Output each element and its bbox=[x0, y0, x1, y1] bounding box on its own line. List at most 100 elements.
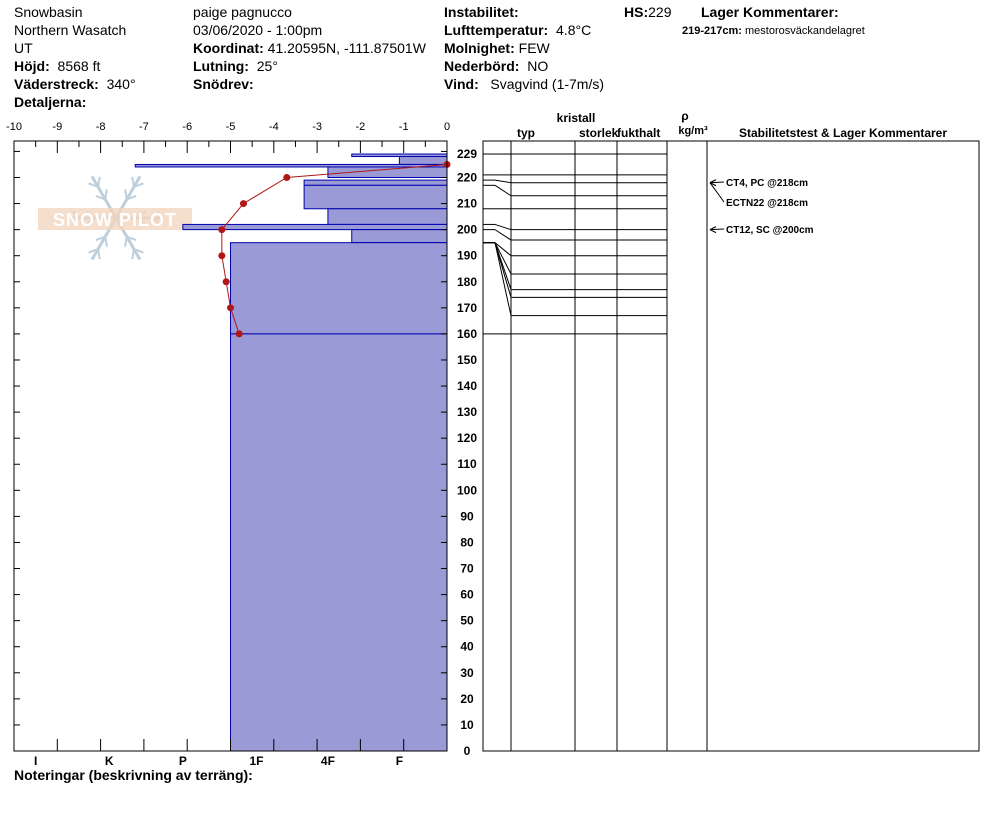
hardness-layer-bar bbox=[327, 208, 448, 225]
height-tick-label: 220 bbox=[457, 170, 477, 184]
height-tick-label: 10 bbox=[460, 718, 474, 732]
location-name: Snowbasin bbox=[14, 4, 83, 20]
layer-connector-line bbox=[494, 184, 512, 197]
layer-connector-line bbox=[494, 179, 512, 184]
elevation-field: Höjd: 8568 ft bbox=[14, 57, 100, 75]
hardness-layer-bar bbox=[303, 184, 448, 210]
height-tick-label: 229 bbox=[457, 147, 477, 161]
cloud-value: FEW bbox=[518, 40, 550, 56]
layer-comment-text: mestorosväckandelagret bbox=[745, 25, 865, 37]
layer-table-frame bbox=[482, 140, 980, 752]
notes-label: Noteringar (beskrivning av terräng): bbox=[14, 767, 253, 783]
height-tick-label: 60 bbox=[460, 588, 474, 602]
snowpilot-logo bbox=[38, 175, 192, 261]
hardness-label: P bbox=[179, 754, 187, 768]
layer-connector-line bbox=[494, 242, 512, 275]
layer-comments-heading: Lager Kommentarer: bbox=[701, 4, 839, 20]
height-tick-label: 130 bbox=[457, 405, 477, 419]
height-tick-label: 120 bbox=[457, 431, 477, 445]
height-tick-label: 80 bbox=[460, 535, 474, 549]
layer-connector-line bbox=[494, 242, 512, 298]
height-tick-label: 150 bbox=[457, 353, 477, 367]
height-tick-label: 30 bbox=[460, 666, 474, 680]
column-header-density: kg/m³ bbox=[678, 125, 708, 137]
temperature-point bbox=[283, 173, 291, 181]
stability-arrowhead bbox=[709, 179, 717, 184]
temperature-point bbox=[222, 278, 230, 286]
range-name: Northern Wasatch bbox=[14, 22, 127, 38]
temp-tick-label: -6 bbox=[182, 121, 192, 133]
layer-connector-line bbox=[494, 242, 512, 316]
hardness-layer-bar bbox=[303, 179, 448, 186]
height-tick-label: 190 bbox=[457, 249, 477, 263]
column-header-type: typ bbox=[517, 126, 535, 140]
height-tick-label: 160 bbox=[457, 327, 477, 341]
hs-field: HS:229 bbox=[624, 3, 671, 21]
cloud-field: Molnighet: FEW bbox=[444, 39, 550, 57]
height-tick-label: 70 bbox=[460, 562, 474, 576]
height-tick-label: 170 bbox=[457, 301, 477, 315]
precip-value: NO bbox=[527, 58, 549, 74]
height-tick-label: 90 bbox=[460, 509, 474, 523]
wind-label: Vind: bbox=[444, 76, 479, 92]
height-tick-label: 210 bbox=[457, 197, 477, 211]
aspect-label: Väderstreck: bbox=[14, 76, 99, 92]
hs-value: 229 bbox=[648, 4, 672, 20]
temp-tick-label: -7 bbox=[139, 121, 149, 133]
drift-label: Snödrev: bbox=[193, 76, 254, 92]
hardness-layer-outline bbox=[134, 163, 448, 168]
stability-arrowhead bbox=[709, 229, 717, 234]
stability-test-label: ECTN22 @218cm bbox=[726, 198, 808, 209]
state-name: UT bbox=[14, 40, 33, 56]
column-header-crystal: kristall bbox=[557, 111, 596, 125]
slope-value: 25° bbox=[256, 58, 278, 74]
height-tick-label: 40 bbox=[460, 640, 474, 654]
elevation-value: 8568 ft bbox=[57, 58, 101, 74]
temp-tick-label: -2 bbox=[356, 121, 366, 133]
temp-tick-label: -9 bbox=[52, 121, 62, 133]
hardness-label: I bbox=[34, 754, 37, 768]
temperature-point bbox=[239, 200, 247, 208]
instability-field: Instabilitet: bbox=[444, 3, 519, 21]
wind-value: Svagvind (1-7m/s) bbox=[490, 76, 605, 92]
stability-arrow bbox=[709, 228, 725, 231]
height-tick-label: 110 bbox=[457, 457, 477, 471]
temperature-point bbox=[227, 304, 234, 312]
temp-tick-label: -8 bbox=[96, 121, 106, 133]
hardness-layer-bar bbox=[230, 242, 448, 335]
stability-arrowhead bbox=[709, 226, 717, 231]
temp-tick-label: -10 bbox=[6, 121, 22, 133]
stability-arrow bbox=[709, 181, 725, 184]
wind-field: Vind: Svagvind (1-7m/s) bbox=[444, 75, 604, 93]
airtemp-value: 4.8°C bbox=[556, 22, 592, 38]
height-tick-label: 50 bbox=[460, 614, 474, 628]
column-header-size: storlek bbox=[579, 126, 619, 140]
layer-connector-line bbox=[494, 223, 512, 231]
temperature-line bbox=[221, 163, 448, 335]
hardness-layer-outline bbox=[351, 153, 448, 158]
temp-tick-label: -1 bbox=[399, 121, 409, 133]
layer-connector-line bbox=[494, 242, 512, 257]
column-header-moisture: fukthalt bbox=[617, 126, 660, 140]
temp-tick-label: -4 bbox=[269, 121, 279, 133]
elevation-label: Höjd: bbox=[14, 58, 50, 74]
details-field: Detaljerna: bbox=[14, 93, 86, 111]
temperature-point bbox=[235, 330, 243, 338]
column-header-rho: ρ bbox=[681, 109, 688, 123]
coordinate-field: Koordinat: 41.20595N, -111.87501W bbox=[193, 39, 426, 57]
height-tick-label: 180 bbox=[457, 275, 477, 289]
height-tick-label: 200 bbox=[457, 223, 477, 237]
aspect-field: Väderstreck: 340° bbox=[14, 75, 136, 93]
hardness-label: 1F bbox=[249, 754, 263, 768]
instability-label: Instabilitet: bbox=[444, 4, 519, 20]
details-label: Detaljerna: bbox=[14, 94, 87, 110]
hs-label: HS: bbox=[624, 4, 649, 20]
hardness-layer-bar bbox=[351, 229, 448, 244]
airtemp-label: Lufttemperatur: bbox=[444, 22, 549, 38]
stability-test-label: CT12, SC @200cm bbox=[726, 225, 814, 236]
hardness-label: F bbox=[396, 754, 403, 768]
layer-comment: 219-217cm: mestorosväckandelagret bbox=[682, 22, 865, 40]
cloud-label: Molnighet: bbox=[444, 40, 515, 56]
logo-text: SNOW PILOT bbox=[53, 210, 177, 230]
